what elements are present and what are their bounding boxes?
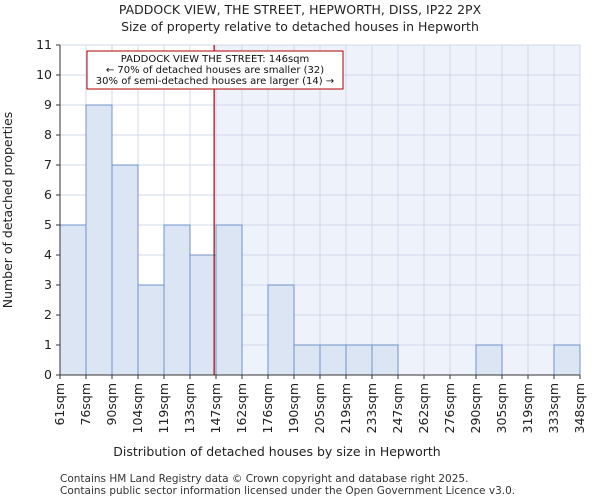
- y-tick-label: 9: [44, 97, 52, 112]
- bar: [371, 344, 399, 376]
- y-tick-label: 10: [36, 67, 52, 82]
- x-tick-label: 61sqm: [52, 383, 67, 426]
- bar: [345, 344, 373, 376]
- bar: [553, 344, 581, 376]
- plot-area: 0 1 2 3 4 5 6 7 8 9 10 11 61sqm 76sqm 90sqm 104sqm 119sq…: [36, 37, 587, 433]
- bar: [215, 224, 243, 376]
- x-tick-label: 219sqm: [338, 383, 353, 433]
- x-tick-label: 190sqm: [286, 383, 301, 433]
- bar: [59, 224, 87, 376]
- y-tick-label: 0: [44, 367, 52, 382]
- bar: [293, 344, 321, 376]
- annotation-line: 30% of semi-detached houses are larger (…: [96, 76, 334, 87]
- y-tick-label: 4: [44, 247, 52, 262]
- x-tick-label: 119sqm: [156, 383, 171, 433]
- bar: [111, 164, 139, 376]
- x-tick-label: 348sqm: [572, 383, 587, 433]
- x-tick-label: 276sqm: [442, 383, 457, 433]
- x-tick-label: 305sqm: [494, 383, 509, 433]
- y-tick-label: 6: [44, 187, 52, 202]
- x-axis-label: Distribution of detached houses by size …: [113, 444, 440, 459]
- y-tick-label: 3: [44, 277, 52, 292]
- x-tick-label: 176sqm: [260, 383, 275, 433]
- x-tick-label: 319sqm: [520, 383, 535, 433]
- annotation-box: [86, 50, 344, 90]
- bar: [189, 254, 217, 376]
- bar: [137, 284, 165, 376]
- bar: [267, 284, 295, 376]
- x-tick-label: 76sqm: [78, 383, 93, 426]
- chart-title: PADDOCK VIEW, THE STREET, HEPWORTH, DISS…: [119, 2, 482, 17]
- y-tick-label: 7: [44, 157, 52, 172]
- x-tick-label: 333sqm: [546, 383, 561, 433]
- footer-line-1: Contains HM Land Registry data © Crown c…: [60, 473, 468, 485]
- annotation-line: PADDOCK VIEW THE STREET: 146sqm: [121, 54, 310, 65]
- bar: [319, 344, 347, 376]
- chart-subtitle: Size of property relative to detached ho…: [121, 19, 479, 34]
- y-tick-label: 11: [36, 37, 52, 52]
- y-tick-label: 8: [44, 127, 52, 142]
- x-tick-label: 162sqm: [234, 383, 249, 433]
- y-tick-label: 5: [44, 217, 52, 232]
- x-tick-label: 290sqm: [468, 383, 483, 433]
- x-tick-label: 247sqm: [390, 383, 405, 433]
- bar: [163, 224, 191, 376]
- bar: [475, 344, 503, 376]
- bar: [85, 104, 113, 376]
- x-tick-label: 133sqm: [182, 383, 197, 433]
- x-tick-label: 262sqm: [416, 383, 431, 433]
- x-tick-label: 147sqm: [208, 383, 223, 433]
- footer-line-2: Contains public sector information licen…: [60, 485, 515, 497]
- y-tick-label: 1: [44, 337, 52, 352]
- y-tick-label: 2: [44, 307, 52, 322]
- annotation-line: ← 70% of detached houses are smaller (32…: [106, 65, 324, 76]
- x-tick-label: 90sqm: [104, 383, 119, 426]
- x-tick-label: 233sqm: [364, 383, 379, 433]
- x-tick-label: 205sqm: [312, 383, 327, 433]
- x-tick-label: 104sqm: [130, 383, 145, 433]
- y-axis-label: Number of detached properties: [0, 112, 15, 309]
